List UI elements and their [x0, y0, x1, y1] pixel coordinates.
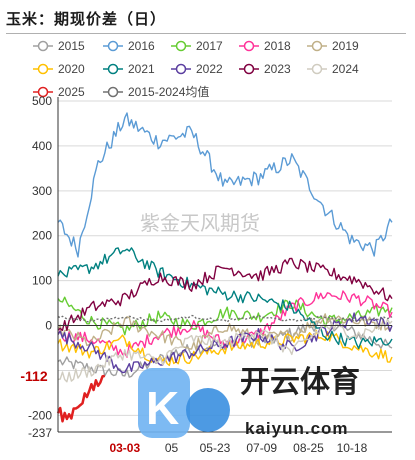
- legend-swatch-marker: [311, 63, 323, 75]
- y-tick-label: 0: [45, 319, 52, 333]
- series-line: [57, 257, 393, 331]
- series-line: [57, 329, 393, 367]
- legend-label: 2016: [128, 39, 155, 53]
- x-tick-label: 03-03: [109, 441, 140, 455]
- series-line: [57, 290, 393, 358]
- legend-item[interactable]: 2015-2024均值: [103, 84, 209, 99]
- y-tick-label: 500: [32, 94, 52, 108]
- y-tick-label: 100: [32, 274, 52, 288]
- legend-item[interactable]: 2019: [307, 39, 359, 53]
- legend-swatch-marker: [107, 63, 119, 75]
- legend-item[interactable]: 2021: [103, 62, 155, 76]
- legend-item[interactable]: 2018: [239, 39, 291, 53]
- legend-swatch-marker: [311, 40, 323, 52]
- y-tick-label: 300: [32, 184, 52, 198]
- legend-label: 2022: [196, 62, 223, 76]
- legend-swatch-marker: [107, 86, 119, 98]
- x-tick-label: 08-25: [293, 441, 324, 455]
- title-divider: [6, 33, 406, 34]
- y-tick-label: 200: [32, 229, 52, 243]
- legend-swatch-marker: [37, 63, 49, 75]
- y-min-label: -237: [28, 426, 52, 440]
- legend-item[interactable]: 2022: [171, 62, 223, 76]
- series-line: [57, 314, 393, 323]
- legend-label: 2015-2024均值: [128, 84, 209, 99]
- legend-label: 2018: [264, 39, 291, 53]
- legend-label: 2019: [332, 39, 359, 53]
- logo-ball-icon: [186, 388, 230, 432]
- series-line: [56, 374, 106, 423]
- legend-label: 2025: [58, 85, 85, 99]
- legend-label: 2024: [332, 62, 359, 76]
- legend-swatch-marker: [175, 63, 187, 75]
- series-line: [57, 296, 393, 336]
- series-line: [57, 318, 393, 383]
- y-tick-label: -200: [28, 408, 52, 422]
- x-tick-label: 05: [165, 441, 179, 455]
- y-tick-label: 400: [32, 139, 52, 153]
- legend-swatch-marker: [175, 40, 187, 52]
- legend: 2015 2016 2017 2018 2019 2020 2021 2022 2023 2024…: [33, 39, 359, 99]
- logo-mark-letter: K: [146, 382, 179, 434]
- brand-logo: K 开云体育 kaiyun.com: [138, 365, 360, 438]
- brand-name: 开云体育: [240, 365, 360, 399]
- series-line: [57, 112, 393, 258]
- legend-swatch-marker: [107, 40, 119, 52]
- callout-box: [14, 365, 54, 385]
- watermark: 紫金天风期货: [140, 212, 260, 235]
- legend-label: 2020: [58, 62, 85, 76]
- axes: -2001000100200300400500-23703-030505-230…: [14, 94, 392, 455]
- x-tick-label: 05-23: [200, 441, 231, 455]
- legend-item[interactable]: 2024: [307, 62, 359, 76]
- series-group: [56, 112, 393, 423]
- legend-label: 2015: [58, 39, 85, 53]
- brand-domain: kaiyun.com: [245, 419, 349, 438]
- legend-item[interactable]: 2025: [33, 85, 85, 99]
- legend-item[interactable]: 2016: [103, 39, 155, 53]
- series-line: [57, 314, 393, 378]
- legend-swatch-marker: [37, 40, 49, 52]
- legend-label: 2023: [264, 62, 291, 76]
- x-tick-label: 10-18: [337, 441, 368, 455]
- legend-swatch-marker: [243, 40, 255, 52]
- logo-mark-shape: [138, 368, 190, 438]
- series-line: [57, 247, 393, 350]
- legend-item[interactable]: 2015: [33, 39, 85, 53]
- legend-item[interactable]: 2023: [239, 62, 291, 76]
- legend-label: 2021: [128, 62, 155, 76]
- legend-item[interactable]: 2020: [33, 62, 85, 76]
- legend-swatch-marker: [243, 63, 255, 75]
- x-tick-label: 07-09: [246, 441, 277, 455]
- legend-swatch-marker: [37, 86, 49, 98]
- legend-item[interactable]: 2017: [171, 39, 223, 53]
- chart-title: 玉米：期现价差（日）: [6, 11, 167, 28]
- legend-label: 2017: [196, 39, 223, 53]
- callout-label: -112: [20, 368, 47, 384]
